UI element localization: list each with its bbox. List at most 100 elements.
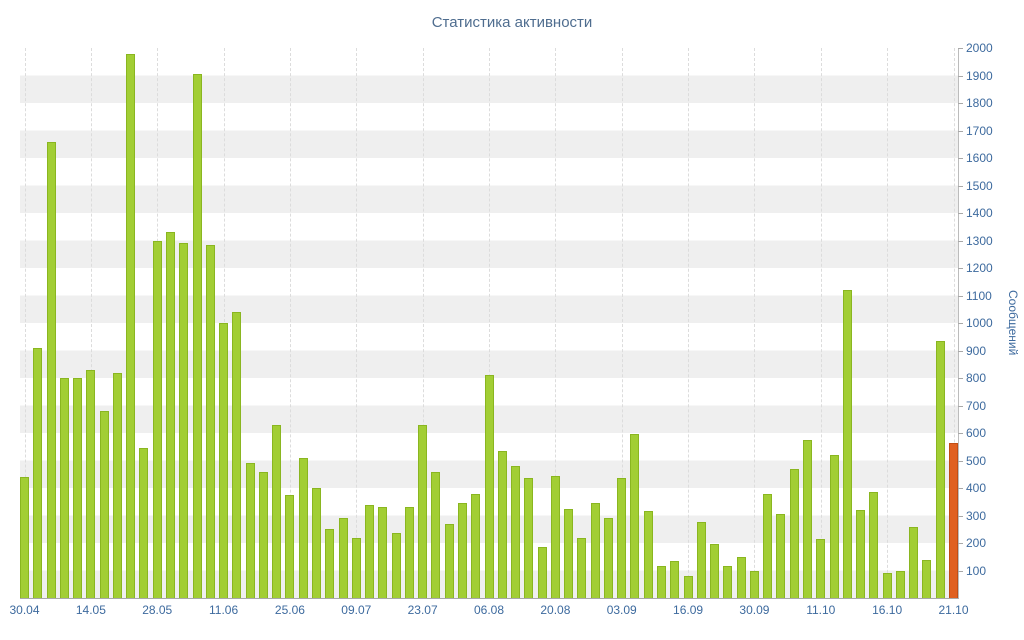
bar — [816, 538, 826, 598]
bar — [165, 232, 175, 598]
x-gridline — [621, 48, 623, 598]
y-axis-tick — [958, 240, 963, 242]
y-axis-tick — [958, 323, 963, 324]
bar — [935, 340, 945, 598]
y-axis-tick — [958, 515, 963, 517]
bar — [73, 378, 83, 598]
bar — [86, 369, 96, 598]
y-axis-tick-label: 1900 — [966, 68, 993, 83]
bar — [550, 475, 560, 598]
y-axis-tick — [958, 570, 963, 572]
x-axis-tick-label: 11.10 — [806, 603, 836, 617]
bar — [511, 466, 521, 598]
bar — [46, 141, 56, 598]
bar — [723, 566, 733, 598]
y-axis-tick-label: 1600 — [966, 151, 993, 165]
y-axis-tick-label: 2000 — [966, 41, 993, 55]
x-gridline — [90, 48, 92, 598]
y-axis-tick — [958, 460, 963, 462]
y-axis-tick-label: 900 — [966, 343, 987, 358]
y-axis-tick-label: 400 — [966, 481, 987, 495]
bar — [922, 559, 932, 598]
bar — [869, 492, 879, 598]
y-axis-tick-label: 200 — [966, 536, 987, 550]
y-axis-tick-label: 500 — [966, 453, 987, 468]
bar — [391, 533, 401, 598]
x-axis-tick-label: 09.07 — [341, 603, 372, 617]
bar — [484, 375, 494, 598]
bar — [325, 529, 335, 598]
y-axis-tick-label: 1500 — [966, 178, 993, 193]
bar — [365, 504, 375, 598]
x-axis-tick-label: 23.07 — [407, 603, 438, 617]
bar — [311, 488, 321, 598]
bar — [457, 503, 467, 598]
y-axis-tick — [958, 103, 963, 104]
bar — [603, 518, 613, 598]
bar — [630, 434, 640, 598]
bar — [59, 378, 69, 598]
bar — [856, 510, 866, 598]
bar — [564, 508, 574, 598]
y-axis-title: Сообщений — [1006, 290, 1020, 356]
bar — [895, 570, 905, 598]
x-axis-tick-label: 14.05 — [75, 603, 106, 617]
y-axis-tick-label: 300 — [966, 508, 987, 523]
y-axis-tick — [958, 295, 963, 297]
bar — [736, 556, 746, 598]
bar — [577, 537, 587, 598]
bar — [99, 411, 109, 598]
bar — [776, 514, 786, 598]
y-axis-tick-label: 1300 — [966, 233, 993, 248]
bar — [20, 477, 29, 598]
bar — [232, 312, 242, 598]
y-axis-tick — [958, 405, 963, 407]
bar — [179, 243, 189, 598]
y-axis-tick — [958, 213, 963, 214]
bar — [205, 244, 215, 598]
bar — [192, 74, 202, 598]
plot-area — [20, 48, 959, 599]
y-axis-tick-label: 100 — [966, 563, 987, 578]
y-axis-tick-label: 1100 — [966, 288, 992, 303]
bar — [258, 471, 268, 598]
x-gridline — [820, 48, 822, 598]
bar — [404, 507, 414, 598]
x-gridline — [754, 48, 756, 598]
x-axis-tick-label: 03.09 — [606, 603, 637, 617]
x-gridline — [489, 48, 490, 598]
bar — [710, 544, 720, 598]
x-axis-tick-label: 16.09 — [673, 603, 704, 617]
x-axis-tick-label: 16.10 — [872, 603, 903, 617]
bar-highlighted — [949, 442, 958, 598]
x-gridline — [688, 48, 690, 598]
y-axis-tick-label: 1000 — [966, 316, 993, 330]
x-axis-tick-label: 11.06 — [208, 603, 239, 617]
y-axis-tick — [958, 378, 963, 379]
bar — [842, 290, 852, 598]
y-axis-tick-label: 1200 — [966, 261, 993, 275]
x-gridline — [289, 48, 291, 598]
x-gridline — [24, 48, 26, 598]
y-axis-tick — [958, 433, 963, 434]
bar — [126, 53, 136, 598]
y-axis-tick-label: 1700 — [966, 123, 993, 138]
x-gridline — [555, 48, 557, 598]
y-axis-tick — [958, 185, 963, 187]
x-axis-tick-label: 06.08 — [473, 603, 505, 617]
y-axis-tick — [958, 130, 963, 132]
y-axis-tick — [958, 268, 963, 269]
y-axis-tick-label: 1800 — [966, 96, 993, 110]
bar — [657, 566, 667, 598]
x-gridline — [953, 48, 955, 598]
bar — [219, 323, 229, 598]
bar — [338, 518, 348, 598]
bar — [683, 576, 693, 598]
y-axis-tick — [958, 48, 963, 49]
bar — [617, 478, 627, 598]
bar — [298, 457, 308, 598]
bar — [524, 478, 534, 598]
y-axis-tick — [958, 158, 963, 159]
bar — [803, 439, 812, 598]
